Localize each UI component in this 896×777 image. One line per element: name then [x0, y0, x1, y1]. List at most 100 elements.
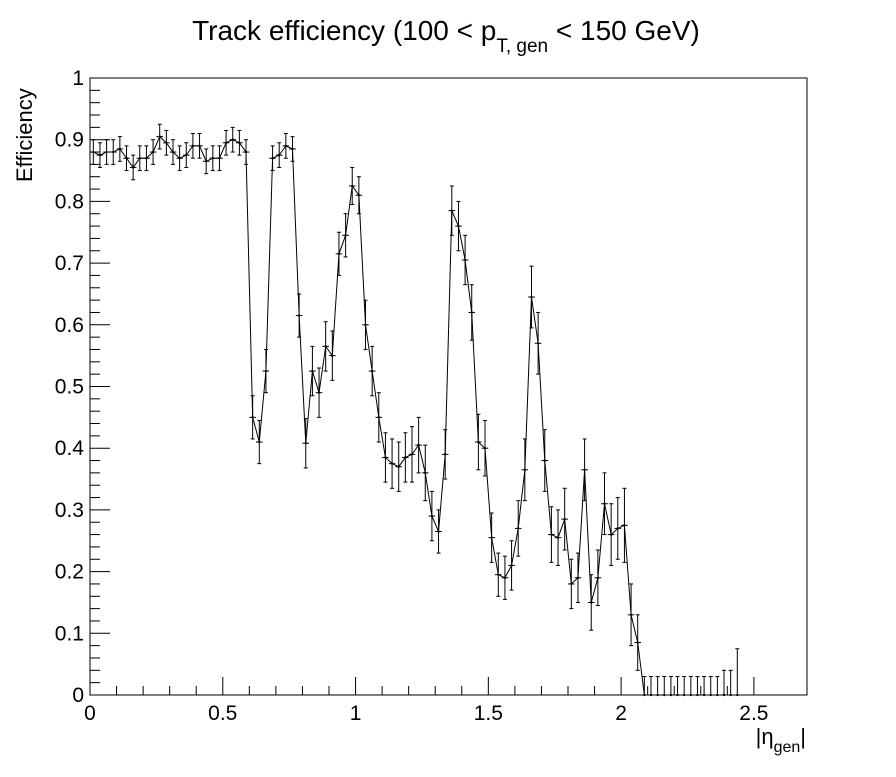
data-point: [457, 224, 460, 228]
data-point: [477, 440, 480, 444]
data-point: [251, 416, 254, 419]
data-point: [138, 157, 141, 160]
x-tick-label: 1: [350, 702, 362, 725]
data-point: [131, 166, 135, 169]
data-point: [530, 295, 533, 299]
data-point: [244, 150, 248, 154]
y-tick-label: 0.1: [55, 622, 84, 645]
data-point: [125, 157, 128, 160]
data-point: [576, 576, 580, 579]
x-tick-label: 2.5: [739, 702, 768, 725]
data-point: [689, 693, 693, 697]
data-point: [629, 613, 633, 616]
data-point: [503, 576, 507, 579]
data-point: [616, 527, 619, 530]
data-point: [523, 468, 527, 471]
data-point: [278, 153, 281, 157]
data-point: [709, 693, 712, 697]
x-tick-label: 1.5: [474, 702, 503, 725]
data-point: [696, 693, 699, 697]
chart-title: Track efficiency (100 < pT, gen < 150 Ge…: [192, 15, 700, 57]
data-point: [590, 601, 593, 604]
data-point: [324, 345, 327, 348]
data-point: [663, 693, 666, 697]
data-point: [702, 693, 706, 697]
y-tick-label: 0.8: [55, 190, 84, 213]
data-point: [490, 536, 493, 539]
data-point: [543, 459, 546, 462]
data-point: [264, 369, 268, 373]
data-point: [483, 447, 487, 450]
data-point: [98, 153, 102, 157]
data-point: [729, 693, 732, 697]
data-point: [231, 138, 234, 141]
data-point: [311, 369, 314, 373]
data-point: [536, 342, 540, 345]
data-point: [337, 252, 341, 256]
y-tick-label: 0.6: [55, 314, 84, 337]
data-point: [583, 468, 586, 471]
data-point: [437, 530, 440, 533]
data-point: [158, 135, 161, 138]
data-point: [165, 141, 168, 144]
data-point: [682, 693, 686, 697]
data-point: [643, 693, 646, 697]
data-point: [410, 453, 414, 456]
data-point: [112, 150, 115, 154]
series-line: [93, 135, 738, 696]
data-point: [284, 144, 288, 148]
y-tick-label: 0.4: [55, 437, 85, 460]
data-point: [636, 641, 639, 644]
data-point: [550, 533, 553, 536]
data-point: [364, 323, 367, 326]
data-point: [204, 160, 208, 163]
data-point: [211, 157, 215, 160]
data-point: [317, 391, 321, 394]
y-tick-label: 0: [72, 684, 84, 707]
data-point: [623, 524, 626, 527]
data-point: [297, 314, 301, 317]
data-point: [258, 440, 261, 444]
data-point: [497, 573, 500, 576]
data-point: [304, 442, 307, 445]
data-point: [377, 416, 380, 419]
data-point: [390, 462, 394, 465]
data-point: [570, 582, 573, 586]
data-point: [344, 234, 347, 237]
data-point: [92, 150, 95, 154]
y-axis-label: Efficiency: [12, 88, 37, 182]
data-point: [563, 517, 566, 521]
data-point: [151, 150, 155, 154]
data-point: [178, 157, 181, 160]
x-tick-label: 0.5: [208, 702, 237, 725]
data-point: [397, 465, 400, 468]
data-point: [118, 147, 122, 151]
data-point: [722, 693, 726, 697]
x-tick-label: 2: [615, 702, 627, 725]
data-point: [510, 564, 513, 567]
data-point: [145, 157, 148, 160]
data-point: [669, 693, 673, 697]
data-point: [596, 576, 600, 579]
data-point: [224, 141, 228, 144]
data-point: [218, 157, 221, 160]
x-tick-label: 0: [84, 702, 96, 725]
data-point: [676, 693, 679, 697]
data-point: [430, 514, 434, 518]
data-point: [291, 147, 294, 151]
data-point: [716, 693, 719, 697]
x-axis-label: |ηgen|: [756, 724, 806, 756]
data-point: [517, 527, 520, 530]
data-point: [736, 693, 739, 697]
data-point: [357, 194, 361, 197]
data-point: [656, 693, 659, 697]
data-point: [450, 209, 454, 212]
data-point: [404, 456, 407, 459]
data-point: [463, 258, 467, 262]
data-point: [105, 150, 108, 154]
data-point: [238, 141, 241, 144]
data-point: [424, 471, 427, 475]
y-tick-label: 0.5: [55, 376, 84, 399]
